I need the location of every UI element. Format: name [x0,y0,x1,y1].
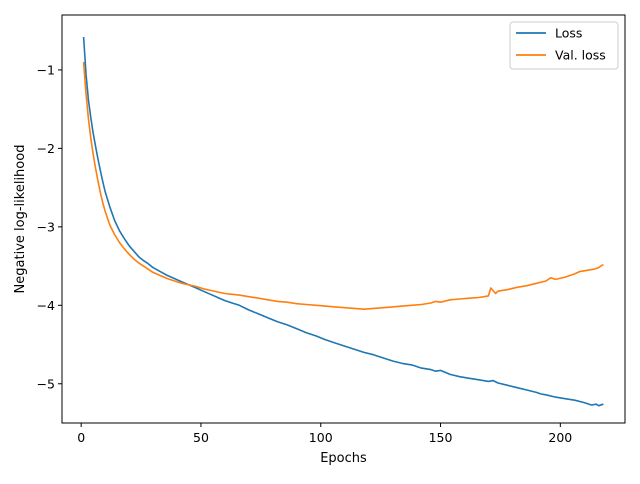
y-tick-label: −3 [37,219,55,234]
x-tick-label: 0 [77,430,85,445]
legend: Loss Val. loss [509,21,619,70]
y-ticks: −5 −4 −3 −2 −1 [37,62,62,391]
y-axis-label: Negative log-likelihood [13,145,28,294]
axes-frame [61,14,626,424]
series-line-val-loss [82,62,604,311]
legend-label-loss: Loss [555,26,582,41]
legend-label-val-loss: Val. loss [555,48,606,63]
y-tick-label: −2 [37,141,55,156]
x-tick-label: 150 [429,430,453,445]
x-axis-label: Epochs [320,451,367,466]
y-tick-label: −4 [37,298,55,313]
y-tick-label: −1 [37,62,55,77]
series-layer [82,36,604,407]
x-ticks: 0 50 100 150 200 [77,423,572,445]
y-tick-label: −5 [37,376,55,391]
x-tick-label: 50 [193,430,209,445]
series-line-loss [82,36,604,407]
x-tick-label: 200 [548,430,572,445]
x-tick-label: 100 [309,430,333,445]
